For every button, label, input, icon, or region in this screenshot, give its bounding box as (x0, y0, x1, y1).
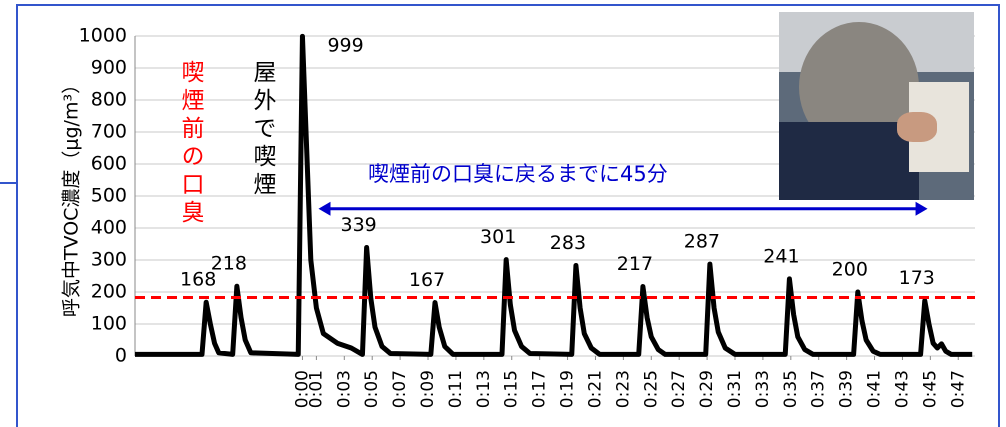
y-tick-label: 300 (91, 249, 127, 271)
x-tick-label: 0:37 (809, 370, 829, 408)
x-tick-label: 0:25 (641, 370, 661, 408)
x-tick-label: 0:29 (697, 370, 717, 408)
x-tick-label: 0:05 (362, 370, 382, 408)
x-tick-label: 0:27 (669, 370, 689, 408)
x-tick-label: 0:33 (753, 370, 773, 408)
x-tick-label: 0:09 (418, 370, 438, 408)
y-tick-label: 900 (91, 57, 127, 79)
x-tick-label: 0:00 (292, 370, 312, 408)
annotation: 屋外で喫煙 (249, 60, 275, 200)
frame (16, 4, 1000, 427)
line (135, 33, 973, 357)
x-tick-label: 0:13 (474, 370, 494, 408)
x-tick-label: 0:07 (390, 370, 410, 408)
x-tick-label: 0:39 (837, 370, 857, 408)
data-label: 287 (684, 231, 720, 253)
data-label: 200 (832, 259, 868, 281)
y-tick-label: 1000 (79, 25, 127, 47)
x-tick-label: 0:11 (446, 370, 466, 408)
photo (779, 12, 974, 200)
y-axis-title: 呼気中TVOC濃度（μg/m³） (61, 75, 83, 317)
data-label: 301 (480, 226, 516, 248)
data-label: 999 (327, 35, 363, 57)
data-label: 167 (409, 269, 445, 291)
x-tick-label: 0:01 (306, 370, 326, 408)
annotation: 喫煙前の口臭に戻るまでに45分 (368, 162, 668, 186)
y-tick-label: 200 (91, 281, 127, 303)
data-label: 217 (617, 253, 653, 275)
data-label: 339 (340, 214, 376, 236)
y-tick-label: 800 (91, 89, 127, 111)
arrow-head (318, 201, 331, 216)
x-tick-label: 0:41 (865, 370, 885, 408)
y-tick-label: 400 (91, 217, 127, 239)
y-tick-label: 100 (91, 313, 127, 335)
x-tick-label: 0:17 (530, 370, 550, 408)
data-label: 218 (211, 253, 247, 275)
x-tick-label: 0:45 (920, 370, 940, 408)
data-label: 173 (899, 267, 935, 289)
data-label: 168 (180, 269, 216, 291)
y-tick-label: 0 (115, 345, 127, 367)
photo-hand (897, 112, 937, 142)
x-tick-label: 0:21 (585, 370, 605, 408)
data-label: 241 (763, 245, 799, 267)
y-tick-label: 700 (91, 121, 127, 143)
arrow-head (915, 201, 928, 216)
photo-body (779, 122, 919, 200)
x-tick-label: 0:43 (892, 370, 912, 408)
x-tick-label: 0:15 (502, 370, 522, 408)
y-tick-label: 500 (91, 185, 127, 207)
x-tick-label: 0:35 (781, 370, 801, 408)
data-label: 283 (550, 232, 586, 254)
x-tick-label: 0:23 (613, 370, 633, 408)
x-tick-label: 0:47 (948, 370, 968, 408)
x-tick-label: 0:03 (334, 370, 354, 408)
y-tick-label: 600 (91, 153, 127, 175)
annotation: 喫煙前の口臭 (177, 60, 203, 228)
x-tick-label: 0:31 (725, 370, 745, 408)
x-tick-label: 0:19 (558, 370, 578, 408)
